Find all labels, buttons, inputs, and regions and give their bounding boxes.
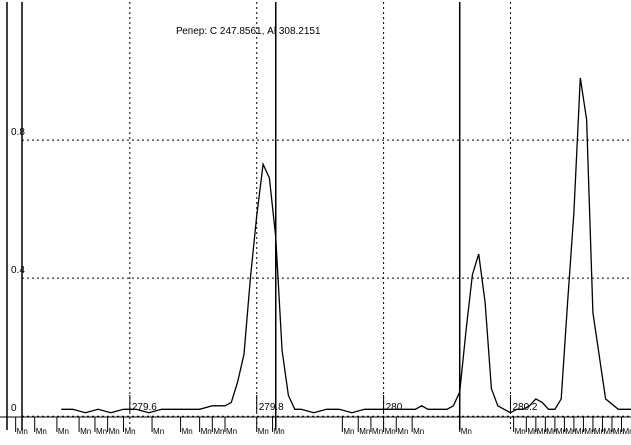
- series-line-0: [61, 77, 631, 414]
- line-label-4: Mn: [96, 427, 107, 436]
- line-label-17: Mn: [385, 427, 396, 436]
- line-label-26: Mn: [565, 427, 576, 436]
- line-label-20: Mn: [461, 427, 472, 436]
- x-tick-label-1: 279.8: [259, 402, 284, 413]
- line-label-strip: Mn Mn Mn Mn Mn Mn Mn Mn Mn Mn Mn Mn Mn Mn Mn Mn Mn Mn Mn Mn…: [0, 416, 631, 436]
- line-label-19: Mn: [413, 427, 424, 436]
- line-label-18: Mn: [397, 427, 408, 436]
- y-tick-label-1: 0.4: [11, 265, 25, 276]
- y-tick-labels: 0.8 0.4 0: [11, 127, 25, 414]
- line-label-22: Mn: [527, 427, 538, 436]
- line-label-0: Mn: [17, 427, 28, 436]
- line-label-23: Mn: [537, 427, 548, 436]
- line-label-8: Mn: [182, 427, 193, 436]
- line-label-15: Mn: [359, 427, 370, 436]
- x-tick-label-3: 280.2: [512, 402, 537, 413]
- x-tick-label-0: 279.6: [132, 402, 157, 413]
- line-label-28: Mn: [584, 427, 595, 436]
- line-label-11: Mn: [226, 427, 237, 436]
- line-label-12: Mn: [258, 427, 269, 436]
- line-label-3: Mn: [80, 427, 91, 436]
- y-tick-label-0: 0.8: [11, 127, 25, 138]
- line-label-9: Mn: [201, 427, 212, 436]
- series: [61, 77, 631, 414]
- line-label-16: Mn: [372, 427, 383, 436]
- line-label-25: Mn: [556, 427, 567, 436]
- line-label-30: Mn: [603, 427, 614, 436]
- line-label-32: Mn: [622, 427, 631, 436]
- chart-title: Репер: С 247.8561, Al 308.2151: [176, 26, 321, 37]
- line-label-24: Mn: [546, 427, 557, 436]
- line-label-10: Mn: [213, 427, 224, 436]
- x-tick-labels: 279.6 279.8 280 280.2: [129, 395, 538, 413]
- grid: [22, 2, 631, 430]
- line-label-5: Mn: [109, 427, 120, 436]
- line-label-21: Mn: [515, 427, 526, 436]
- line-label-29: Mn: [594, 427, 605, 436]
- line-label-6: Mn: [125, 427, 136, 436]
- y-tick-label-2: 0: [11, 403, 17, 414]
- line-markers: [275, 2, 461, 430]
- line-label-14: Mn: [343, 427, 354, 436]
- line-label-1: Mn: [36, 427, 47, 436]
- line-label-27: Mn: [575, 427, 586, 436]
- line-label-13: Mn: [274, 427, 285, 436]
- line-label-2: Mn: [58, 427, 69, 436]
- x-tick-label-2: 280: [386, 402, 403, 413]
- line-label-31: Mn: [613, 427, 624, 436]
- line-label-7: Mn: [153, 427, 164, 436]
